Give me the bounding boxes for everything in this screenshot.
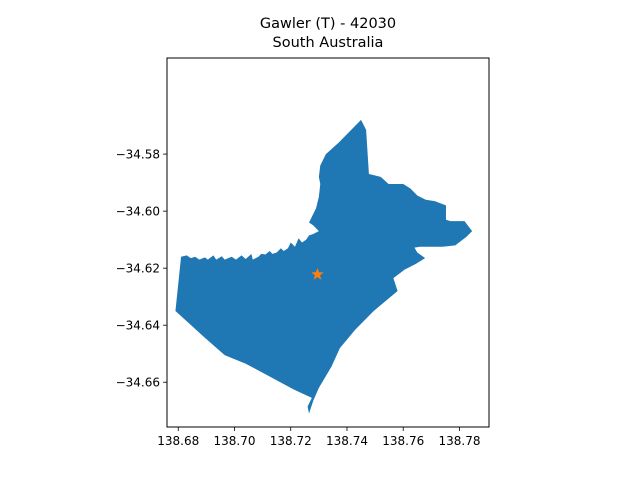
axes-frame (166, 57, 490, 428)
x-axis-ticks: 138.68 138.70 138.72 138.74 138.76 138.78 (157, 427, 480, 448)
x-tick-label: 138.78 (438, 434, 480, 448)
y-axis-ticks: −34.58 −34.60 −34.62 −34.64 −34.66 (116, 148, 167, 390)
region-polygon (175, 119, 473, 414)
region-layer (175, 119, 473, 414)
y-tick-label: −34.58 (116, 148, 160, 162)
x-tick-label: 138.74 (326, 434, 368, 448)
marker-layer (311, 267, 324, 280)
y-tick-label: −34.60 (116, 205, 160, 219)
x-tick-label: 138.70 (213, 434, 255, 448)
centroid-star-marker (311, 267, 324, 280)
y-tick-label: −34.66 (116, 376, 160, 390)
x-tick-label: 138.68 (157, 434, 199, 448)
x-tick-label: 138.72 (270, 434, 312, 448)
y-tick-label: −34.62 (116, 262, 160, 276)
map-subtitle: South Australia (272, 35, 384, 51)
x-tick-label: 138.76 (382, 434, 424, 448)
y-tick-label: −34.64 (116, 319, 160, 333)
map-title: Gawler (T) - 42030 (259, 16, 397, 32)
